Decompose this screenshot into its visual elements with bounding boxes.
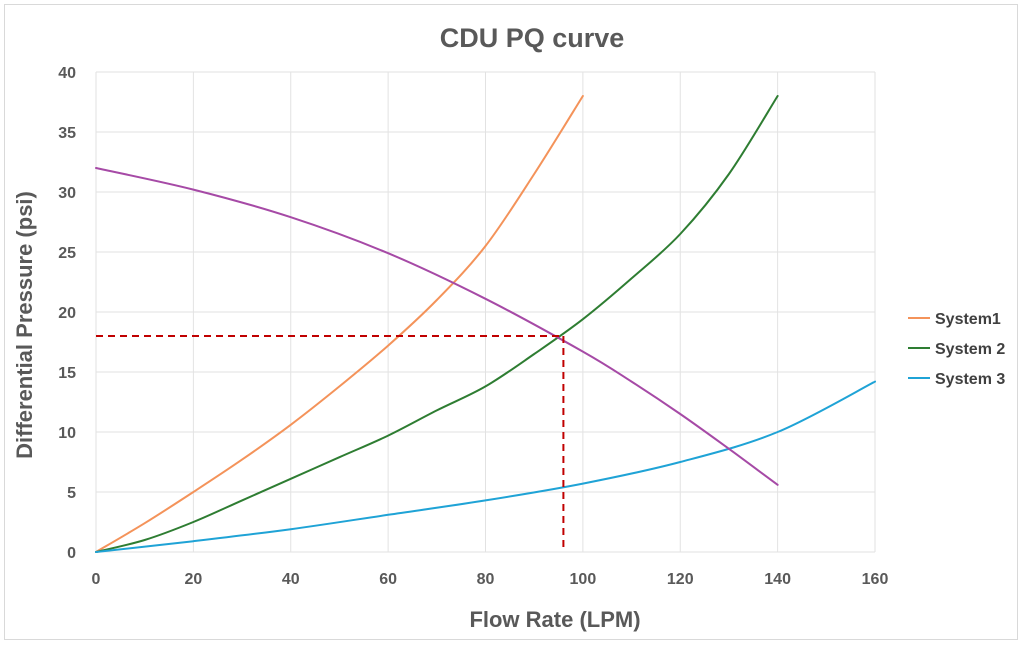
y-tick-label: 30 [58,185,76,202]
operating-point-layer [96,335,565,552]
legend-label-system-2: System 2 [935,341,1005,358]
x-tick-label: 100 [570,571,597,588]
legend: System1 System 2 System 3 [908,311,1005,388]
series-line-system-2 [95,95,779,553]
y-tick-label: 20 [58,305,76,322]
y-tick-label: 5 [67,485,76,502]
series-line-system1 [95,95,584,553]
x-tick-label: 160 [862,571,889,588]
y-tick-labels: 0 5 10 15 20 25 30 35 40 [58,65,76,562]
y-tick-label: 25 [58,245,76,262]
chart-title: CDU PQ curve [440,23,625,53]
legend-label-system1: System1 [935,311,1001,328]
x-tick-label: 40 [282,571,300,588]
legend-label-system-3: System 3 [935,371,1005,388]
y-tick-label: 15 [58,365,76,382]
x-tick-label: 20 [184,571,202,588]
y-tick-label: 35 [58,125,76,142]
chart-frame [4,4,1018,640]
x-tick-label: 60 [379,571,397,588]
y-tick-label: 40 [58,65,76,82]
series-line-pump-curve [95,167,779,486]
x-tick-label: 120 [667,571,694,588]
y-tick-label: 10 [58,425,76,442]
series-layer [95,95,876,553]
x-tick-labels: 0 20 40 60 80 100 120 140 160 [92,571,889,588]
y-axis-title: Differential Pressure (psi) [12,191,37,459]
x-tick-label: 140 [764,571,791,588]
x-tick-label: 80 [477,571,495,588]
y-tick-label: 0 [67,545,76,562]
series-line-system-3 [95,380,876,553]
x-tick-label: 0 [92,571,101,588]
x-axis-title: Flow Rate (LPM) [469,607,640,632]
grid-layer [95,71,876,553]
